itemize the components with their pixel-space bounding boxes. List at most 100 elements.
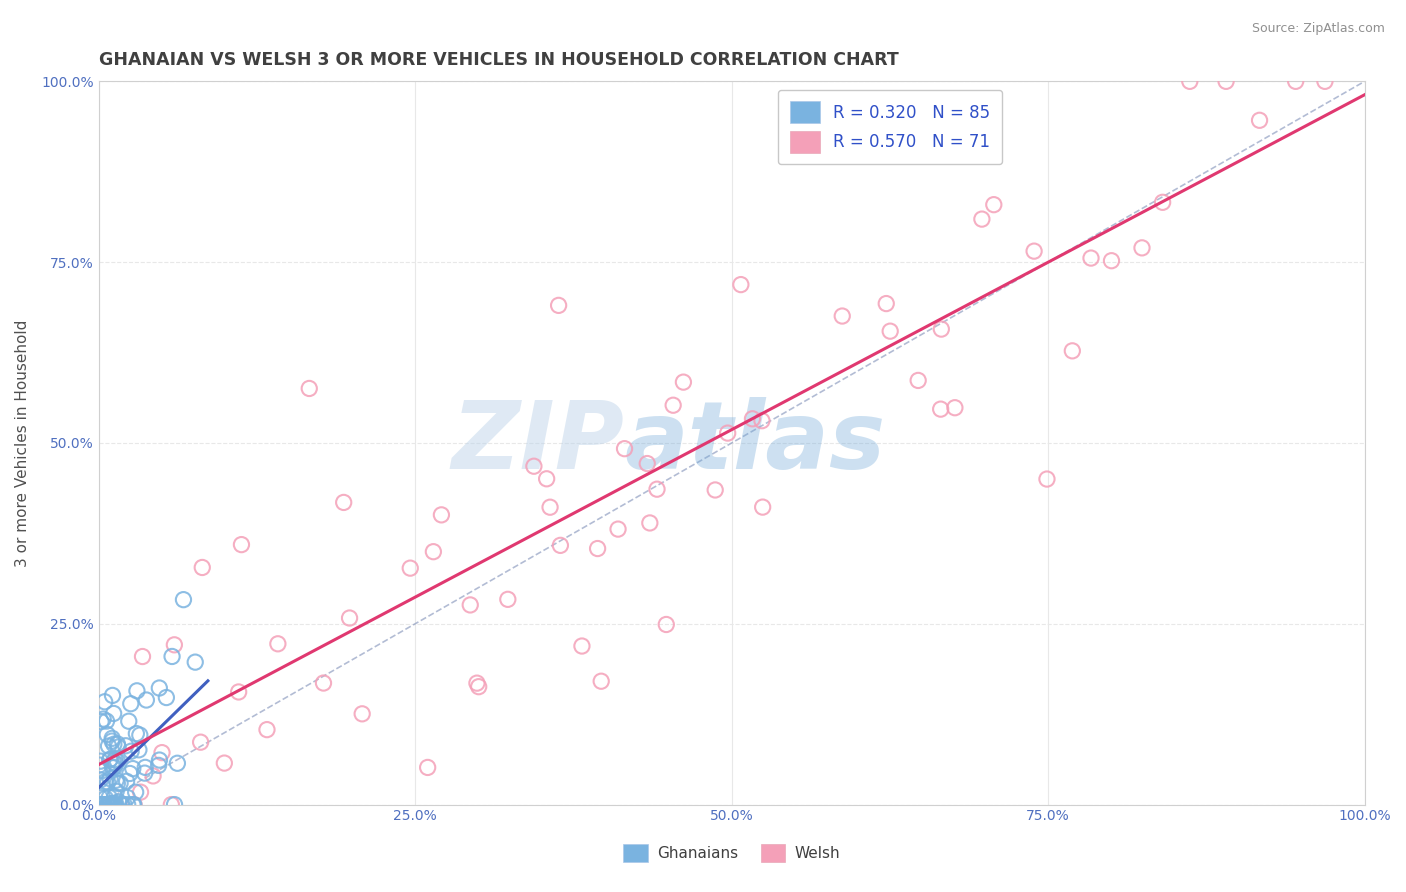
Point xyxy=(97,797,120,812)
Point xyxy=(128,743,150,757)
Point xyxy=(1215,74,1237,88)
Point xyxy=(105,784,128,798)
Point xyxy=(1022,244,1045,259)
Point xyxy=(1036,472,1059,486)
Point xyxy=(91,797,114,812)
Point xyxy=(571,639,593,653)
Point xyxy=(496,592,519,607)
Point xyxy=(536,472,558,486)
Point xyxy=(134,766,156,780)
Point xyxy=(107,795,129,809)
Point xyxy=(94,791,117,805)
Point xyxy=(101,797,124,812)
Point xyxy=(458,598,481,612)
Point xyxy=(94,774,117,789)
Point xyxy=(122,797,145,812)
Point xyxy=(118,766,141,780)
Point xyxy=(100,797,122,811)
Point xyxy=(89,758,111,772)
Point xyxy=(339,611,361,625)
Point xyxy=(90,797,112,812)
Point xyxy=(96,727,118,741)
Point xyxy=(103,797,125,812)
Point xyxy=(662,398,685,412)
Point xyxy=(91,797,114,812)
Point xyxy=(1101,253,1123,268)
Point xyxy=(101,731,124,746)
Point xyxy=(148,681,170,695)
Point xyxy=(467,680,489,694)
Point xyxy=(672,375,695,389)
Point xyxy=(110,797,132,812)
Point xyxy=(312,676,335,690)
Point xyxy=(929,402,952,417)
Point xyxy=(855,148,877,162)
Point xyxy=(717,426,740,441)
Point xyxy=(267,637,290,651)
Point xyxy=(751,500,773,515)
Point xyxy=(135,693,157,707)
Text: ZIP: ZIP xyxy=(451,397,624,489)
Point xyxy=(93,695,115,709)
Point xyxy=(97,797,120,812)
Point xyxy=(104,753,127,767)
Point xyxy=(122,797,145,812)
Point xyxy=(103,797,125,812)
Point xyxy=(134,760,156,774)
Point xyxy=(730,277,752,292)
Point xyxy=(983,197,1005,211)
Point xyxy=(111,797,134,812)
Point xyxy=(96,797,118,812)
Point xyxy=(430,508,453,522)
Point xyxy=(550,538,572,552)
Point xyxy=(547,298,569,312)
Point xyxy=(613,442,636,456)
Point xyxy=(103,756,125,770)
Point xyxy=(128,728,150,742)
Point xyxy=(105,773,128,788)
Point xyxy=(160,797,183,812)
Point xyxy=(93,797,115,812)
Point xyxy=(970,212,993,227)
Point xyxy=(645,482,668,496)
Text: Source: ZipAtlas.com: Source: ZipAtlas.com xyxy=(1251,22,1385,36)
Text: atlas: atlas xyxy=(624,397,886,489)
Point xyxy=(89,790,111,805)
Point xyxy=(121,762,143,776)
Point xyxy=(184,655,207,669)
Point xyxy=(1249,113,1271,128)
Point xyxy=(191,560,214,574)
Point xyxy=(117,790,139,805)
Point xyxy=(228,685,250,699)
Point xyxy=(636,457,658,471)
Point xyxy=(101,734,124,748)
Y-axis label: 3 or more Vehicles in Household: 3 or more Vehicles in Household xyxy=(15,319,30,566)
Point xyxy=(1080,251,1102,265)
Point xyxy=(100,752,122,766)
Point xyxy=(89,772,111,787)
Point xyxy=(586,541,609,556)
Point xyxy=(118,714,141,729)
Point xyxy=(117,797,139,812)
Point xyxy=(103,789,125,804)
Point xyxy=(1130,241,1153,255)
Point xyxy=(101,689,124,703)
Point xyxy=(98,790,121,805)
Point xyxy=(125,726,148,740)
Point xyxy=(115,774,138,789)
Point xyxy=(943,401,966,415)
Point xyxy=(120,697,142,711)
Point xyxy=(879,324,901,338)
Point xyxy=(98,797,121,812)
Point xyxy=(91,764,114,778)
Point xyxy=(104,797,127,812)
Point xyxy=(90,714,112,729)
Point xyxy=(93,797,115,812)
Point xyxy=(107,754,129,768)
Point xyxy=(105,776,128,790)
Point xyxy=(332,495,354,509)
Point xyxy=(112,797,135,812)
Point xyxy=(231,538,253,552)
Point xyxy=(163,797,186,812)
Point xyxy=(142,769,165,783)
